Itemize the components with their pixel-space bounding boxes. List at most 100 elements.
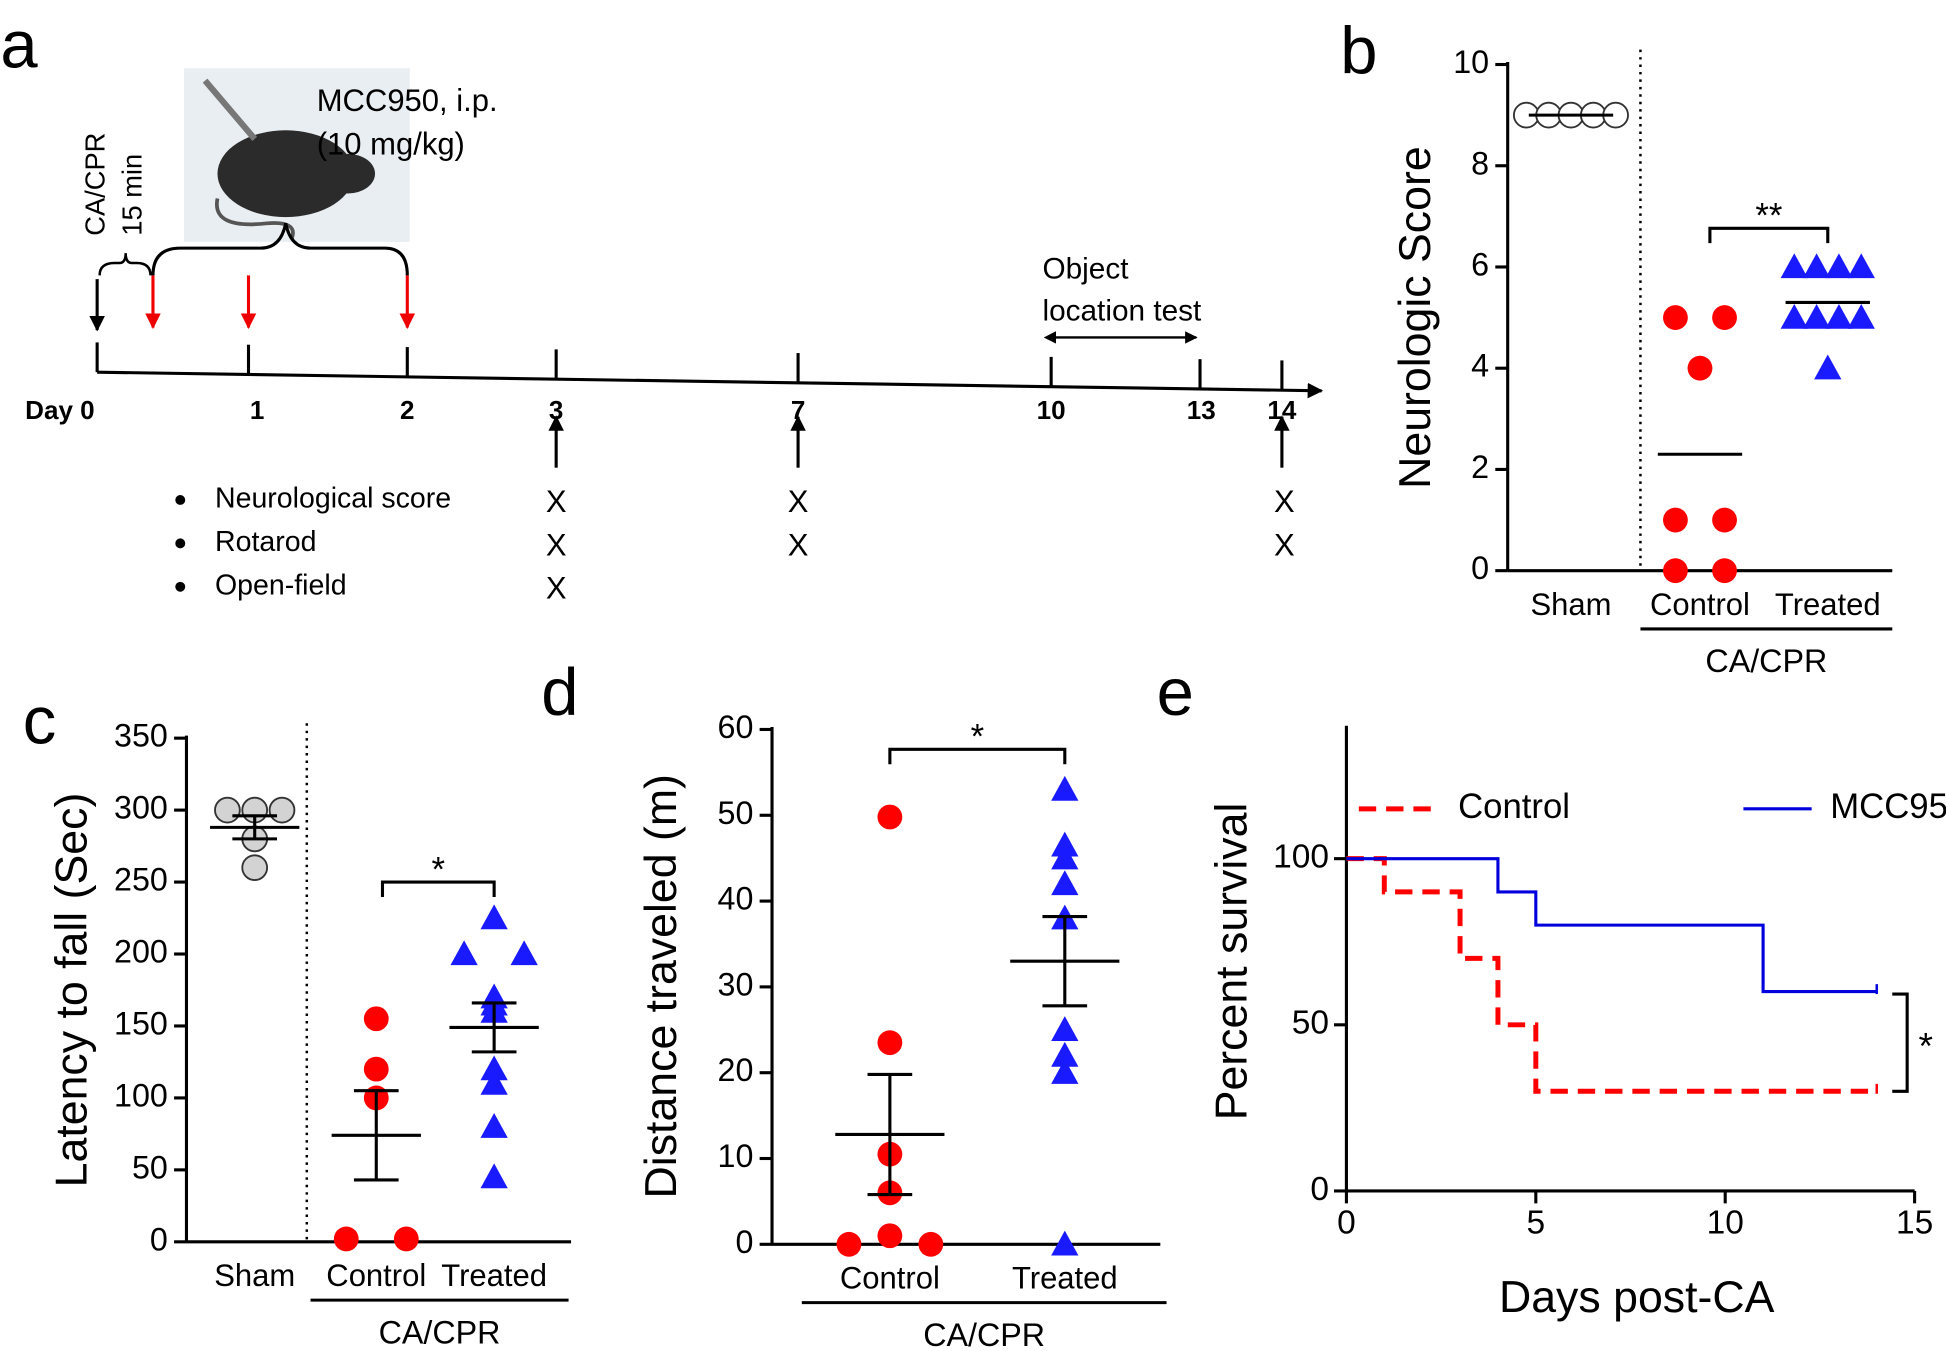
y-tick-label: 10 — [718, 1138, 754, 1174]
y-tick-label: 350 — [114, 718, 168, 754]
assessment-name: Neurological score — [215, 482, 451, 514]
survival-line — [1346, 856, 1877, 1094]
delay-label: 15 min — [117, 154, 148, 236]
data-point — [877, 1223, 903, 1249]
bullet — [175, 538, 186, 549]
significance-bracket — [888, 747, 1067, 765]
y-tick-label: 50 — [718, 795, 754, 831]
y-axis-title: Percent survival — [1208, 803, 1257, 1121]
y-axis-title: Neurologic Score — [1391, 146, 1440, 489]
data-point — [268, 796, 296, 824]
data-point — [480, 1055, 508, 1081]
data-point — [1814, 354, 1842, 380]
timeline-axis — [97, 370, 1324, 399]
data-point — [1663, 558, 1688, 584]
assessment-mark: X — [788, 484, 809, 519]
data-point — [1802, 253, 1831, 279]
significance-label: * — [971, 719, 985, 757]
y-tick-label: 10 — [1453, 44, 1489, 80]
event-label: CA/CPR — [79, 133, 110, 236]
category-label: Treated — [1012, 1260, 1118, 1295]
y-tick-label: 0 — [735, 1224, 753, 1260]
y-tick-label: 6 — [1471, 246, 1489, 282]
error-bar — [1042, 914, 1088, 1008]
panel-label: b — [1340, 14, 1377, 89]
y-tick-label: 4 — [1471, 348, 1489, 384]
day-label: 2 — [400, 395, 415, 425]
day-label: 1 — [250, 395, 265, 425]
category-label: Control — [840, 1260, 940, 1295]
data-point — [1825, 303, 1853, 329]
day-label: 13 — [1187, 395, 1216, 425]
day-label: Day 0 — [25, 395, 95, 425]
y-tick-label: 100 — [114, 1077, 168, 1113]
y-axis-title: Distance traveled (m) — [637, 774, 686, 1198]
test-label: location test — [1042, 294, 1202, 327]
data-point — [1780, 253, 1808, 279]
data-point — [1802, 303, 1831, 329]
assessment-mark: X — [546, 571, 567, 606]
panel-label: e — [1157, 655, 1194, 730]
bullet — [175, 494, 186, 505]
day-label: 10 — [1037, 395, 1066, 425]
y-axis-title: Latency to fall (Sec) — [48, 793, 97, 1188]
error-bar — [867, 1072, 913, 1197]
significance-label: * — [1919, 1025, 1933, 1067]
data-point — [510, 940, 538, 966]
category-label: Sham — [214, 1258, 295, 1293]
y-tick-label: 40 — [718, 881, 754, 917]
data-point — [1051, 1230, 1079, 1256]
data-point — [877, 804, 903, 830]
y-tick-label: 250 — [114, 862, 168, 898]
significance-bracket — [1708, 226, 1830, 244]
mouse-head — [320, 153, 376, 194]
assessment-mark: X — [1274, 527, 1295, 562]
data-point — [1825, 253, 1853, 279]
y-tick-label: 30 — [718, 966, 754, 1002]
data-point — [1712, 558, 1737, 584]
data-point — [1663, 305, 1688, 330]
data-point — [1051, 1059, 1079, 1084]
brace-large — [151, 222, 409, 276]
survival-line — [1346, 857, 1877, 994]
assessment-mark: X — [546, 484, 567, 519]
data-point — [1051, 1016, 1079, 1041]
error-bar — [232, 814, 278, 841]
category-label: Sham — [1530, 587, 1611, 622]
significance-label: * — [432, 851, 446, 889]
category-label: Control — [1650, 587, 1750, 622]
y-tick-label: 0 — [1471, 550, 1489, 586]
data-point — [1687, 355, 1713, 381]
category-label: Control — [326, 1258, 426, 1293]
data-point — [480, 904, 508, 930]
data-point — [1051, 831, 1079, 857]
bullet — [175, 581, 186, 592]
data-point — [1712, 507, 1737, 533]
significance-bracket — [380, 880, 496, 897]
syringe — [202, 78, 258, 141]
y-tick-label: 20 — [718, 1052, 754, 1088]
data-point — [393, 1226, 419, 1252]
data-point — [1663, 507, 1688, 533]
group-label: CA/CPR — [379, 1314, 501, 1350]
legend-label: MCC950 — [1830, 788, 1946, 826]
y-tick-label: 0 — [1310, 1171, 1329, 1208]
data-point — [1051, 870, 1079, 896]
data-point — [333, 1226, 359, 1252]
data-point — [877, 1030, 903, 1056]
y-tick-label: 200 — [114, 934, 168, 970]
mouse-body — [217, 130, 354, 218]
data-point — [480, 1113, 508, 1138]
assessment-mark: X — [546, 527, 567, 562]
x-tick-label: 0 — [1337, 1204, 1356, 1241]
panel-label: d — [541, 655, 578, 730]
drug-label: MCC950, i.p. — [317, 83, 498, 118]
category-label: Treated — [441, 1258, 547, 1293]
data-point — [1051, 1041, 1079, 1067]
assessment-mark: X — [788, 527, 809, 562]
data-point — [363, 1056, 389, 1082]
y-tick-label: 2 — [1471, 449, 1489, 485]
brace-small — [98, 253, 152, 276]
assessment-name: Open-field — [215, 569, 347, 601]
